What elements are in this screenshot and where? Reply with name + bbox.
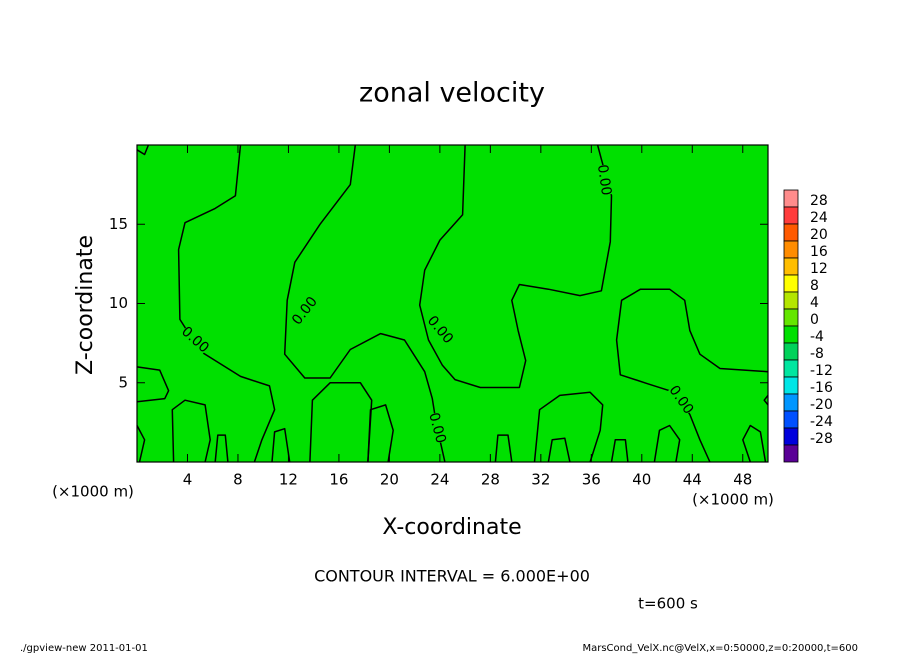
chart-title: zonal velocity (359, 78, 545, 109)
colorbar-box (783, 444, 799, 463)
time-label: t=600 s (638, 595, 698, 613)
contour-line (533, 391, 604, 463)
colorbar-label: -4 (810, 329, 824, 345)
colorbar-box (783, 189, 799, 208)
colorbar-box (783, 206, 799, 225)
contour-line (418, 144, 613, 389)
contour-line (271, 427, 291, 463)
x-tick-label: 28 (481, 471, 500, 489)
colorbar-label: 16 (810, 244, 828, 260)
y-tick-label: 5 (118, 373, 128, 391)
x-tick-label: 4 (183, 471, 193, 489)
colorbar-label: -20 (810, 397, 833, 413)
colorbar-box (783, 240, 799, 259)
colorbar-label: 0 (810, 312, 819, 328)
contour-line (494, 434, 513, 463)
contour-label-bg (179, 324, 211, 356)
x-tick-label: 16 (329, 471, 348, 489)
contour-line (136, 366, 170, 403)
colorbar-label: 8 (810, 278, 819, 294)
colorbar-box (783, 257, 799, 276)
colorbar-box (783, 342, 799, 361)
contour-label-bg (666, 383, 696, 417)
y-tick-label: 15 (109, 215, 128, 233)
plot-fill (137, 145, 768, 462)
contour-label-bg (594, 164, 614, 196)
x-unit-label: (×1000 m) (692, 491, 774, 509)
y-tick-label: 10 (109, 294, 128, 312)
colorbar-box (783, 393, 799, 412)
colorbar-box (783, 274, 799, 293)
footer-left: ./gpview-new 2011-01-01 (20, 643, 148, 654)
colorbar-box (783, 376, 799, 395)
contour-line (653, 424, 681, 463)
x-unit-label: (×1000 m) (52, 483, 134, 501)
x-tick-label: 20 (380, 471, 399, 489)
x-tick-label: 12 (279, 471, 298, 489)
colorbar-box (783, 308, 799, 327)
colorbar-box (783, 410, 799, 429)
footer-right: MarsCond_VelX.nc@VelX,x=0:50000,z=0:2000… (582, 643, 858, 654)
contour-line (610, 439, 629, 463)
contour-line (136, 144, 150, 156)
x-tick-label: 8 (233, 471, 243, 489)
colorbar-label: -12 (810, 363, 833, 379)
colorbar-box (783, 359, 799, 378)
colorbar-label: 4 (810, 295, 819, 311)
contour-line (171, 399, 211, 463)
contour-interval: CONTOUR INTERVAL = 6.000E+00 (314, 567, 590, 586)
colorbar-label: -8 (810, 346, 824, 362)
colorbar-label: 28 (810, 193, 828, 209)
x-tick-label: 48 (733, 471, 752, 489)
colorbar-box (783, 291, 799, 310)
contour-line (547, 437, 571, 463)
contour-line (742, 424, 767, 463)
contour-label: 0.00 (594, 163, 614, 196)
contour-line (214, 434, 229, 463)
contour-line (136, 425, 146, 463)
colorbar-box (783, 223, 799, 242)
contour-label-bg (290, 294, 320, 328)
contour-line (367, 404, 394, 463)
contour-line (283, 144, 446, 463)
x-axis-label: X-coordinate (382, 515, 521, 540)
colorbar-label: 12 (810, 261, 828, 277)
x-tick-label: 24 (430, 471, 449, 489)
x-tick-label: 36 (582, 471, 601, 489)
colorbar-box (783, 427, 799, 446)
x-tick-label: 32 (531, 471, 550, 489)
x-tick-label: 44 (683, 471, 702, 489)
colorbar-label: -16 (810, 380, 833, 396)
colorbar-label: -24 (810, 414, 833, 430)
colorbar-box (783, 325, 799, 344)
contour-label: 0.00 (425, 411, 449, 445)
contour-label-bg (426, 411, 448, 445)
contour-line (763, 394, 769, 406)
contour-label-bg (424, 314, 456, 346)
x-tick-label: 40 (632, 471, 651, 489)
colorbar-label: -28 (810, 431, 833, 447)
colorbar-label: 24 (810, 210, 828, 226)
y-axis-label: Z-coordinate (73, 235, 98, 375)
colorbar-label: 20 (810, 227, 828, 243)
